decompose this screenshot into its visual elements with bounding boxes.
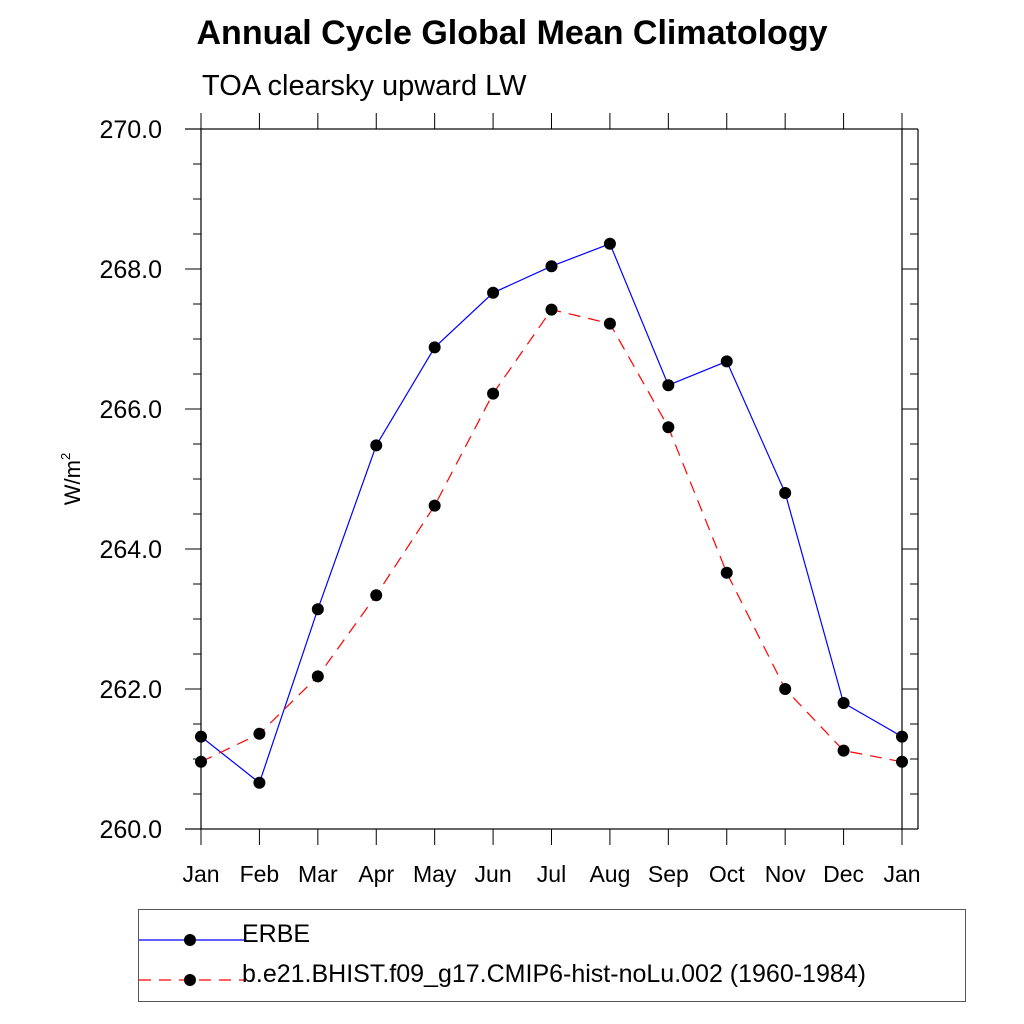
series-0-point (837, 697, 850, 709)
y-tick-label: 260.0 (99, 816, 162, 844)
y-tick-label: 264.0 (99, 536, 162, 564)
series-0-point (195, 730, 207, 743)
series-1-point (837, 744, 850, 757)
series-1-point (428, 499, 441, 512)
series-1-point (662, 421, 675, 434)
series-0-point (253, 776, 266, 789)
legend-marker-erbe (139, 934, 244, 946)
series-1-point (311, 670, 324, 683)
series-0-point (545, 260, 558, 273)
series-1-point (896, 755, 908, 768)
x-tick-label: May (413, 861, 457, 887)
series-0-point (370, 439, 383, 452)
series-1-point (545, 303, 558, 316)
y-tick-label: 262.0 (99, 676, 162, 704)
x-tick-label: Jul (537, 861, 566, 887)
x-tick-label: Feb (240, 861, 280, 887)
chart-legend: ERBE b.e21.BHIST.f09_g17.CMIP6-hist-noLu… (138, 909, 966, 1002)
y-axis-label-unit: W/m (60, 460, 85, 505)
series-0-point (662, 379, 675, 392)
series-0-point (311, 603, 324, 616)
series-0-point (720, 355, 733, 368)
x-tick-label: Jun (475, 861, 512, 887)
x-tick-label: Oct (709, 861, 745, 887)
y-axis-label-superscript: 2 (58, 453, 73, 460)
chart-plot: 260.0 262.0 264.0 266.0 268.0 270.0 Jan Feb Mar A… (58, 113, 921, 887)
x-tick-label: Dec (823, 861, 864, 887)
series-1-point (720, 566, 733, 579)
legend-marker-model (139, 974, 244, 986)
series-0-point (487, 286, 500, 299)
series-1-point (487, 387, 500, 400)
y-tick-label: 270.0 (99, 116, 162, 144)
series-1-point (195, 755, 207, 768)
series-0-point (779, 487, 792, 499)
x-tick-label: Jan (182, 861, 219, 887)
series-0-point (603, 237, 616, 250)
y-tick-label: 268.0 (99, 256, 162, 284)
y-axis-label: W/m2 (58, 453, 85, 505)
chart-subtitle: TOA clearsky upward LW (202, 70, 527, 102)
legend-entry-erbe: ERBE (139, 916, 965, 956)
series-1-point (779, 683, 792, 695)
x-tick-label: Jan (883, 861, 920, 887)
series-0-point (428, 341, 441, 354)
series-1-point (603, 317, 616, 330)
legend-entry-model: b.e21.BHIST.f09_g17.CMIP6-hist-noLu.002 … (139, 956, 965, 996)
plot-frame (200, 128, 903, 830)
series-1-point (253, 727, 266, 740)
x-tick-label: Sep (648, 861, 689, 887)
legend-label-model: b.e21.BHIST.f09_g17.CMIP6-hist-noLu.002 … (242, 960, 866, 988)
legend-label-erbe: ERBE (242, 920, 311, 948)
y-tick-label: 266.0 (99, 396, 162, 424)
x-tick-label: Apr (358, 861, 394, 887)
x-tick-label: Mar (298, 861, 338, 887)
chart-title: Annual Cycle Global Mean Climatology (196, 14, 828, 52)
x-tick-label: Nov (765, 861, 806, 887)
series-1-point (370, 589, 383, 602)
series-0-point (896, 730, 908, 743)
x-tick-label: Aug (589, 861, 630, 887)
